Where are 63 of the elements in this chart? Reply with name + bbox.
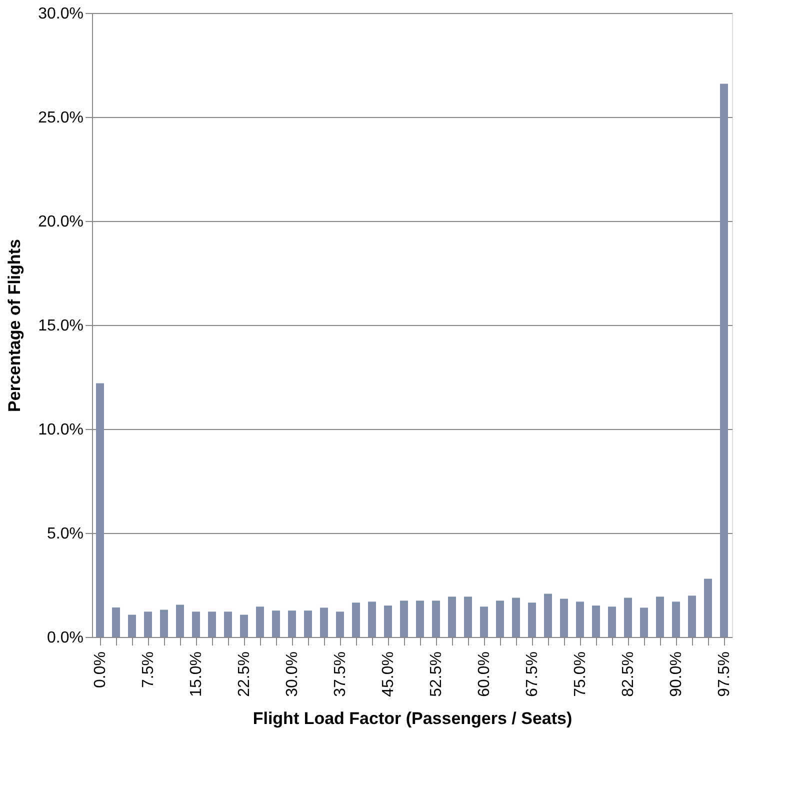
y-tick-label: 15.0% xyxy=(38,318,84,334)
x-axis-title: Flight Load Factor (Passengers / Seats) xyxy=(252,708,572,728)
x-tick-label: 82.5% xyxy=(620,652,637,697)
bar xyxy=(496,600,504,637)
bar xyxy=(320,608,328,637)
bar xyxy=(704,578,712,637)
bar xyxy=(384,606,392,637)
y-tick-label: 30.0% xyxy=(38,6,84,22)
x-tick-label: 67.5% xyxy=(524,652,541,697)
bar xyxy=(608,606,616,637)
bar xyxy=(560,598,568,637)
bar xyxy=(480,606,488,637)
bar xyxy=(192,612,200,637)
x-tick-label: 90.0% xyxy=(668,652,685,697)
y-axis-title: Percentage of Flights xyxy=(5,239,24,412)
x-tick-label: 30.0% xyxy=(284,652,301,697)
bar xyxy=(224,612,232,637)
bar xyxy=(160,610,168,637)
bar xyxy=(272,610,280,637)
bar xyxy=(656,596,664,637)
bar xyxy=(352,602,360,637)
y-tick-label: 25.0% xyxy=(38,110,84,126)
bar xyxy=(288,610,296,637)
bar xyxy=(416,600,424,637)
bar xyxy=(112,607,120,637)
bar xyxy=(688,596,696,637)
bar xyxy=(240,614,248,637)
x-tick-label: 22.5% xyxy=(236,652,253,697)
bar xyxy=(432,600,440,637)
bar xyxy=(128,614,136,637)
x-tick-label: 37.5% xyxy=(332,652,349,697)
bar xyxy=(624,598,632,637)
bar xyxy=(672,602,680,637)
bar xyxy=(544,594,552,637)
y-tick-label: 20.0% xyxy=(38,214,84,230)
x-tick-label: 75.0% xyxy=(572,652,589,697)
bar xyxy=(720,84,728,637)
bar xyxy=(208,612,216,637)
bar xyxy=(368,602,376,637)
x-tick-label: 60.0% xyxy=(476,652,493,697)
bar xyxy=(576,602,584,637)
x-tick-label: 0.0% xyxy=(92,652,109,688)
x-tick-label: 15.0% xyxy=(188,652,205,697)
bar xyxy=(400,600,408,637)
y-tick-label: 5.0% xyxy=(47,526,84,542)
bar xyxy=(640,608,648,637)
x-tick-label: 97.5% xyxy=(716,652,733,697)
bar xyxy=(256,606,264,637)
y-tick-label: 0.0% xyxy=(47,630,84,646)
bar xyxy=(592,606,600,637)
bar xyxy=(96,383,104,637)
bar xyxy=(512,598,520,637)
x-tick-label: 45.0% xyxy=(380,652,397,697)
bar xyxy=(176,604,184,637)
x-tick-label: 7.5% xyxy=(140,652,157,688)
bar xyxy=(304,610,312,637)
bar xyxy=(448,596,456,637)
bar xyxy=(464,596,472,637)
bar xyxy=(528,602,536,637)
x-tick-label: 52.5% xyxy=(428,652,445,697)
y-tick-label: 10.0% xyxy=(38,422,84,438)
bar xyxy=(336,612,344,637)
bar xyxy=(144,612,152,637)
